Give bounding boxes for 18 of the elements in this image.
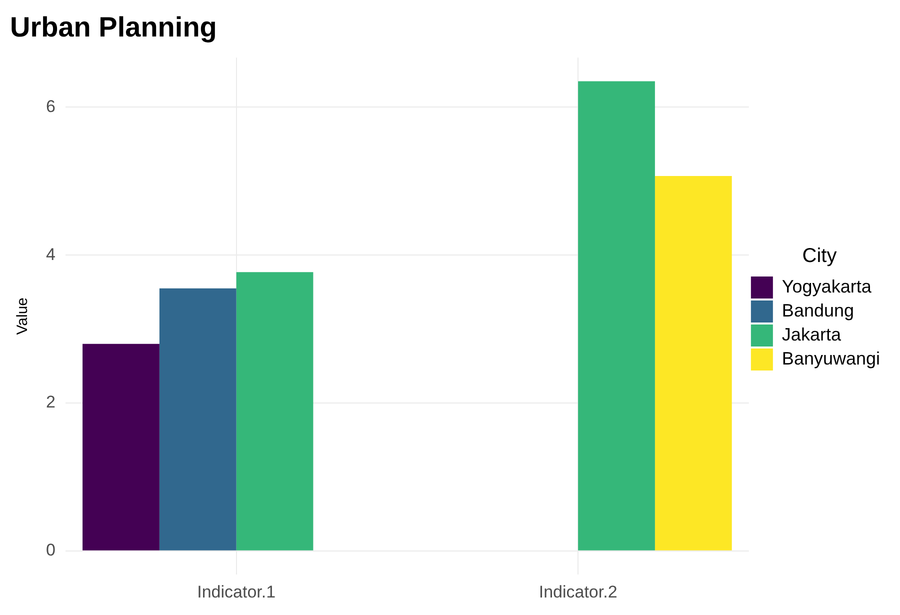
legend-label: Yogyakarta [782, 276, 872, 296]
bar [654, 176, 732, 550]
legend-title: City [802, 245, 837, 268]
x-tick-label: Indicator.1 [197, 582, 276, 602]
bar [82, 344, 160, 550]
y-tick-label: 0 [46, 540, 56, 560]
bar [578, 81, 655, 550]
chart-title: Urban Planning [10, 12, 217, 43]
y-axis-title: Value [14, 297, 32, 335]
x-tick-label: Indicator.2 [538, 582, 618, 602]
y-tick-label: 6 [46, 96, 56, 116]
y-tick-label: 2 [46, 392, 56, 412]
bar [236, 272, 314, 550]
legend-label: Banyuwangi [782, 348, 880, 368]
legend-label: Jakarta [782, 324, 842, 344]
y-tick-label: 4 [46, 244, 56, 264]
bar [159, 288, 236, 550]
legend-label: Bandung [782, 300, 854, 320]
